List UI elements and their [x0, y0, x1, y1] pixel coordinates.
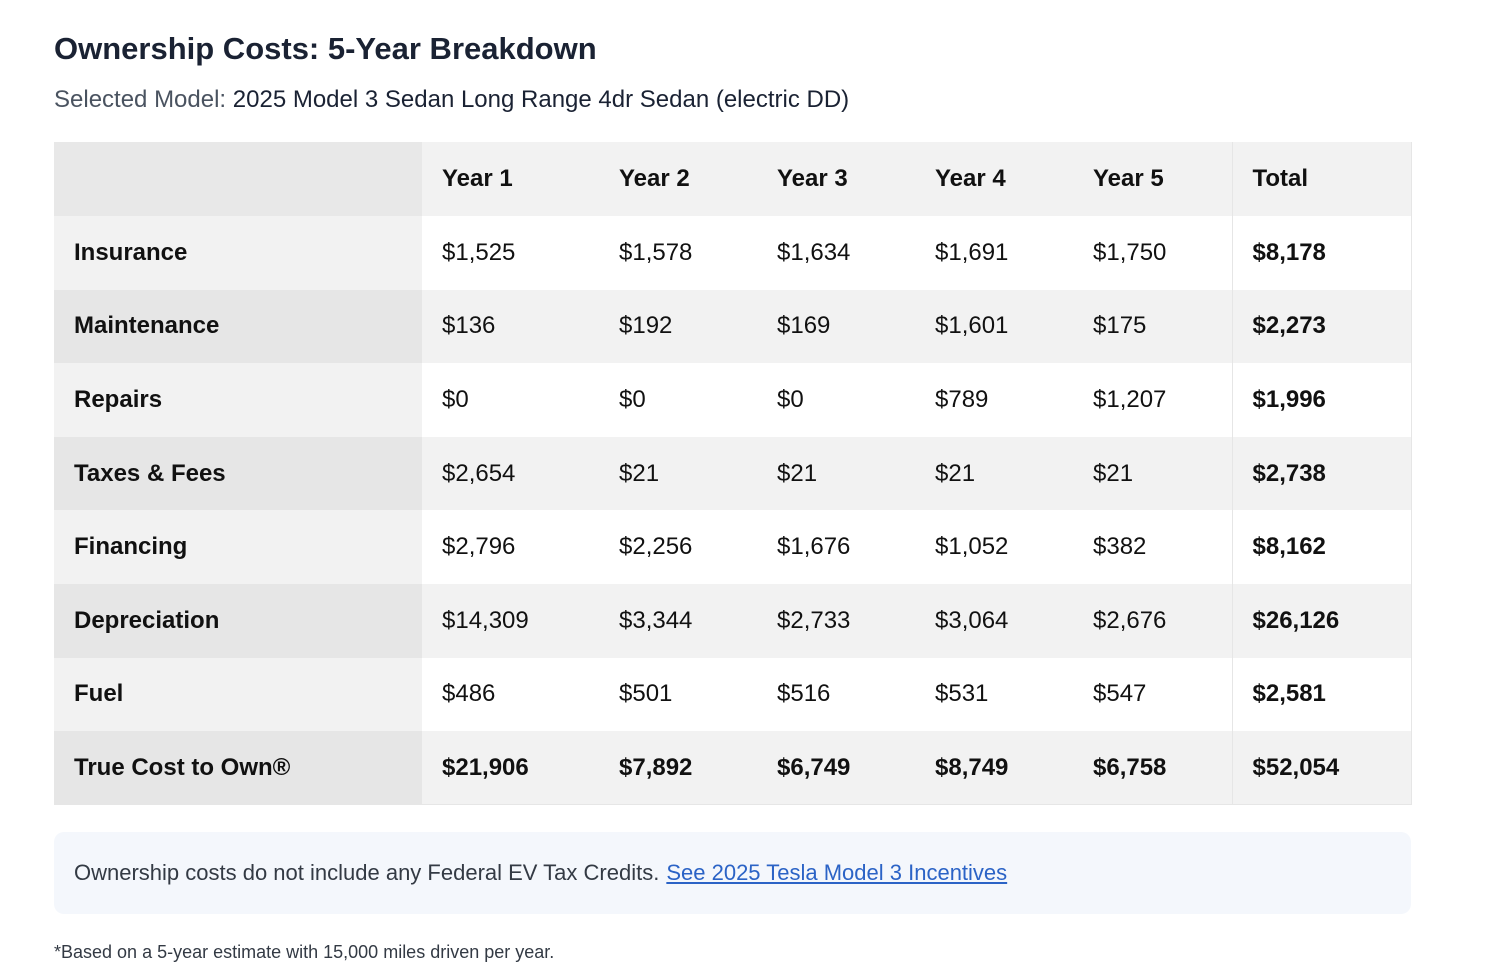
- cell-year-1: $21,906: [422, 731, 599, 805]
- cell-year-4: $8,749: [915, 731, 1073, 805]
- cell-year-5: $6,758: [1073, 731, 1232, 805]
- row-label: Maintenance: [54, 289, 422, 364]
- header-corner-cell: [54, 142, 422, 216]
- cell-year-5: $1,207: [1073, 363, 1232, 437]
- table-row-maintenance: Maintenance $136 $192 $169 $1,601 $175 $…: [54, 289, 1411, 364]
- column-header-year-1: Year 1: [422, 142, 599, 216]
- cell-year-4: $21: [915, 436, 1073, 511]
- cell-year-4: $531: [915, 657, 1073, 732]
- cell-year-2: $501: [599, 657, 757, 732]
- column-header-year-5: Year 5: [1073, 142, 1232, 216]
- row-label: Fuel: [54, 657, 422, 732]
- cell-year-2: $0: [599, 363, 757, 437]
- cell-year-1: $14,309: [422, 583, 599, 658]
- cell-year-4: $1,691: [915, 216, 1073, 290]
- cell-year-5: $547: [1073, 657, 1232, 732]
- cell-year-3: $1,676: [757, 510, 915, 584]
- column-header-year-4: Year 4: [915, 142, 1073, 216]
- cell-year-2: $3,344: [599, 583, 757, 658]
- incentives-link[interactable]: See 2025 Tesla Model 3 Incentives: [666, 860, 1008, 885]
- cell-year-4: $789: [915, 363, 1073, 437]
- cell-year-1: $2,654: [422, 436, 599, 511]
- table-row-fuel: Fuel $486 $501 $516 $531 $547 $2,581: [54, 657, 1411, 732]
- cell-year-4: $1,601: [915, 289, 1073, 364]
- row-label: Taxes & Fees: [54, 436, 422, 511]
- cell-total: $1,996: [1231, 363, 1411, 437]
- cell-year-2: $192: [599, 289, 757, 364]
- page-title: Ownership Costs: 5-Year Breakdown: [54, 31, 597, 66]
- column-header-year-3: Year 3: [757, 142, 915, 216]
- cell-year-4: $1,052: [915, 510, 1073, 584]
- cell-year-3: $21: [757, 436, 915, 511]
- cell-year-2: $2,256: [599, 510, 757, 584]
- row-label: Depreciation: [54, 583, 422, 658]
- cost-breakdown-table: Year 1 Year 2 Year 3 Year 4 Year 5 Total…: [54, 142, 1412, 806]
- cell-year-5: $382: [1073, 510, 1232, 584]
- table-row-true-cost-to-own: True Cost to Own® $21,906 $7,892 $6,749 …: [54, 731, 1411, 805]
- cell-year-5: $1,750: [1073, 216, 1232, 290]
- cell-year-2: $7,892: [599, 731, 757, 805]
- cell-year-2: $1,578: [599, 216, 757, 290]
- footnote: *Based on a 5-year estimate with 15,000 …: [54, 942, 555, 962]
- cell-year-1: $1,525: [422, 216, 599, 290]
- cell-year-3: $516: [757, 657, 915, 732]
- cell-year-5: $2,676: [1073, 583, 1232, 658]
- selected-model-value: 2025 Model 3 Sedan Long Range 4dr Sedan …: [232, 86, 850, 113]
- cell-total: $2,738: [1231, 436, 1411, 511]
- table-row-insurance: Insurance $1,525 $1,578 $1,634 $1,691 $1…: [54, 216, 1411, 290]
- cell-year-3: $0: [757, 363, 915, 437]
- cell-year-2: $21: [599, 436, 757, 511]
- column-header-year-2: Year 2: [599, 142, 757, 216]
- table-row-taxes-fees: Taxes & Fees $2,654 $21 $21 $21 $21 $2,7…: [54, 436, 1411, 511]
- row-label: Financing: [54, 510, 422, 584]
- cell-total: $2,581: [1231, 657, 1411, 732]
- cell-year-1: $0: [422, 363, 599, 437]
- selected-model: Selected Model: 2025 Model 3 Sedan Long …: [54, 86, 849, 114]
- cell-total: $8,162: [1231, 510, 1411, 584]
- cell-total: $52,054: [1231, 731, 1411, 805]
- cell-year-1: $136: [422, 289, 599, 364]
- table-row-repairs: Repairs $0 $0 $0 $789 $1,207 $1,996: [54, 363, 1411, 437]
- row-label: Insurance: [54, 216, 422, 290]
- cell-year-4: $3,064: [915, 583, 1073, 658]
- tax-credit-notice: Ownership costs do not include any Feder…: [54, 832, 1411, 914]
- cell-total: $8,178: [1231, 216, 1411, 290]
- cell-year-3: $1,634: [757, 216, 915, 290]
- cell-year-1: $486: [422, 657, 599, 732]
- cell-year-5: $175: [1073, 289, 1232, 364]
- cell-year-3: $6,749: [757, 731, 915, 805]
- cell-year-3: $169: [757, 289, 915, 364]
- cell-total: $2,273: [1231, 289, 1411, 364]
- table-row-financing: Financing $2,796 $2,256 $1,676 $1,052 $3…: [54, 510, 1411, 584]
- row-label: True Cost to Own®: [54, 731, 422, 805]
- row-label: Repairs: [54, 363, 422, 437]
- table-header-row: Year 1 Year 2 Year 3 Year 4 Year 5 Total: [54, 142, 1411, 216]
- cell-total: $26,126: [1231, 583, 1411, 658]
- cell-year-5: $21: [1073, 436, 1232, 511]
- selected-model-label: Selected Model:: [54, 86, 227, 113]
- notice-text: Ownership costs do not include any Feder…: [74, 860, 660, 885]
- cell-year-3: $2,733: [757, 583, 915, 658]
- column-header-total: Total: [1231, 142, 1411, 216]
- table-row-depreciation: Depreciation $14,309 $3,344 $2,733 $3,06…: [54, 583, 1411, 658]
- cell-year-1: $2,796: [422, 510, 599, 584]
